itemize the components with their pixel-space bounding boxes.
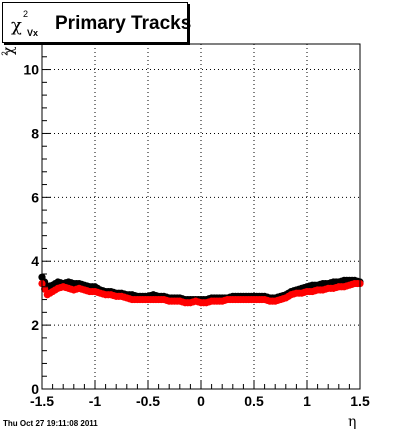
series-1 — [38, 279, 364, 307]
x-tick-label: 0.5 — [244, 393, 264, 409]
grid — [42, 44, 360, 389]
y-axis-label: 2 χ — [1, 45, 17, 75]
axes — [41, 43, 361, 390]
x-tick-label: -1 — [89, 393, 102, 409]
x-tick-label: 1 — [303, 393, 311, 409]
y-tick-label: 0 — [31, 381, 39, 397]
y-tick-label: 2 — [31, 317, 39, 333]
title-superscript: 2 — [23, 9, 29, 19]
title-chi-symbol: χ — [11, 15, 22, 36]
x-tick-label: -0.5 — [136, 393, 160, 409]
data-point — [41, 285, 49, 293]
x-tick-label: 0 — [197, 393, 205, 409]
title-box: χ 2 Vx Primary Tracks — [2, 2, 192, 43]
x-tick-label: -1.5 — [30, 393, 54, 409]
y-tick-label: 6 — [31, 189, 39, 205]
x-axis-label: η — [348, 414, 357, 430]
x-tick-label: 1.5 — [350, 393, 370, 409]
y-axis-label-symbol: χ — [1, 46, 17, 55]
y-tick-label: 8 — [31, 125, 39, 141]
y-tick-label: 4 — [31, 253, 39, 269]
tick-labels: -1.5 -1 -0.5 0 0.5 1 1.5 0 2 4 6 8 10 — [23, 62, 370, 409]
timestamp: Thu Oct 27 19:11:08 2011 — [3, 419, 98, 428]
series-layer — [38, 273, 364, 307]
chart-title: Primary Tracks — [55, 13, 192, 34]
title-subscript: Vx — [27, 28, 39, 38]
y-tick-label: 10 — [23, 62, 39, 78]
